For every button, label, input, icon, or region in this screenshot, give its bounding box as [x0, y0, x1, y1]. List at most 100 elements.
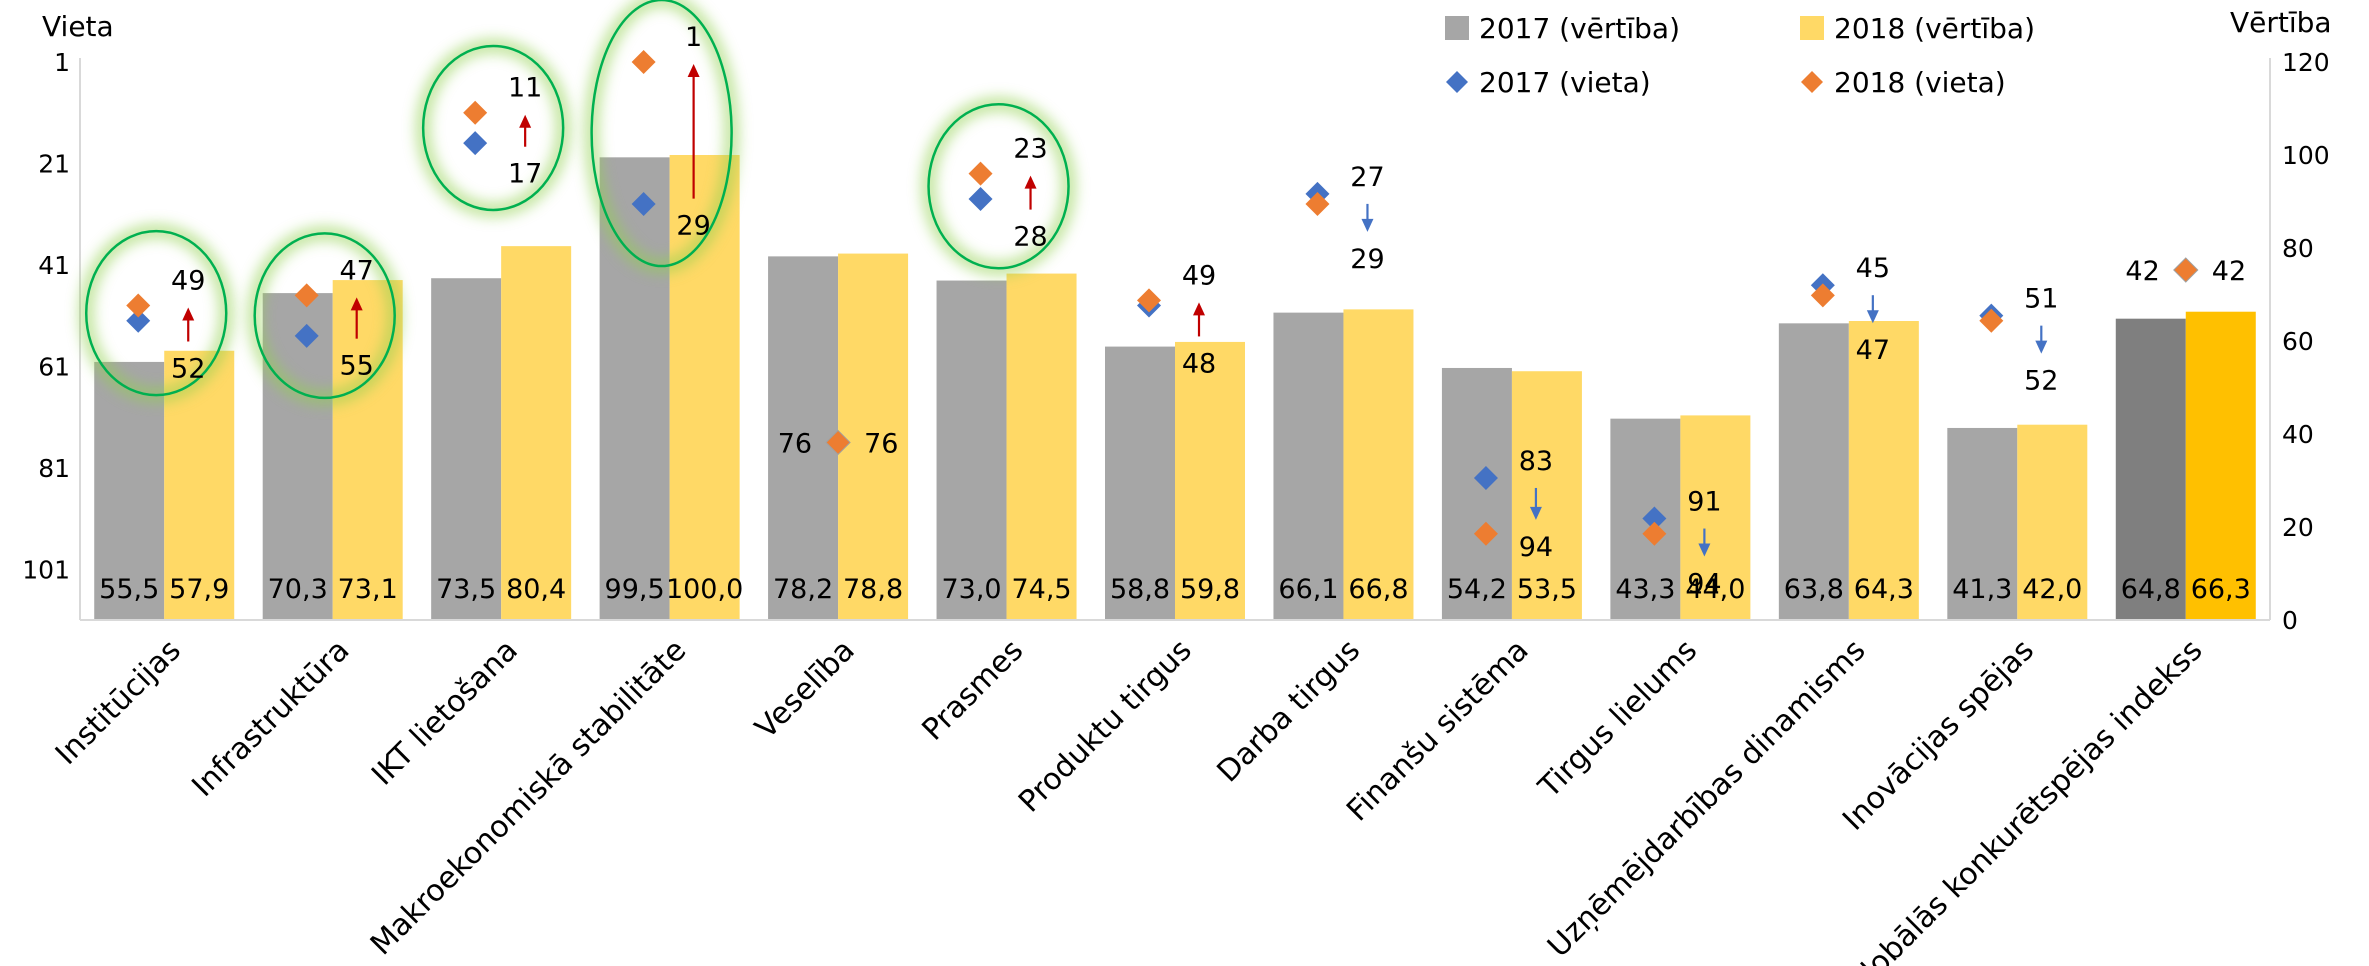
- rank-marker-2017-8: [1473, 465, 1498, 490]
- bar-2018-5: [1006, 273, 1077, 620]
- bar-value-label: 66,3: [2191, 574, 2251, 605]
- left-tick-label: 21: [38, 149, 70, 178]
- rank-label-top: 51: [2024, 284, 2058, 315]
- rank-label-top: 27: [1350, 162, 1384, 193]
- legend-marker: [1801, 71, 1823, 93]
- rank-marker-2017-3: [631, 192, 656, 217]
- right-tick-label: 60: [2282, 327, 2314, 356]
- bar-value-label: 80,4: [506, 574, 566, 605]
- bar-value-label: 73,1: [338, 574, 398, 605]
- rank-marker-2018-5: [968, 161, 993, 186]
- bar-2018-6: [1175, 341, 1245, 620]
- highlight-ellipse-1: [253, 232, 396, 400]
- bar-2017-12: [2115, 318, 2186, 620]
- rank-label-top: 47: [340, 255, 374, 286]
- rank-marker-2018-7: [1305, 192, 1330, 217]
- legend-label: 2018 (vieta): [1834, 66, 2006, 99]
- category-label: Prasmes: [915, 633, 1030, 748]
- left-tick-label: 81: [38, 454, 70, 483]
- legend-label: 2018 (vērtība): [1834, 12, 2035, 45]
- rank-label-2017: 42: [2125, 256, 2159, 287]
- highlight-ellipse-3: [590, 0, 733, 268]
- bar-2017-1: [262, 293, 333, 620]
- category-label: Produktu tirgus: [1012, 633, 1199, 820]
- bar-2017-7: [1273, 312, 1344, 620]
- bar-value-label: 73,0: [941, 574, 1001, 605]
- rank-marker-2018-11: [1979, 308, 2004, 333]
- right-tick-label: 20: [2282, 513, 2314, 542]
- rank-marker-2018-9: [1642, 521, 1667, 546]
- category-label: Finanšu sistēma: [1340, 633, 1535, 828]
- rank-label-2018: 76: [864, 428, 898, 459]
- bar-2018-9: [1680, 415, 1751, 620]
- legend-swatch: [1800, 16, 1824, 40]
- bar-value-label: 59,8: [1180, 574, 1240, 605]
- rank-label-top: 49: [171, 265, 205, 296]
- rank-marker-2017-5: [968, 186, 993, 211]
- rank-change-arrowhead-9: [1698, 543, 1711, 557]
- rank-label-bottom: 17: [508, 159, 542, 190]
- category-label: Veselība: [749, 633, 862, 746]
- right-axis-title: Vērtība: [2230, 6, 2332, 39]
- bar-value-label: 42,0: [2022, 574, 2082, 605]
- legend-swatch: [1445, 16, 1469, 40]
- rank-marker-2018-6: [1137, 288, 1161, 313]
- bar-value-label: 66,8: [1348, 574, 1408, 605]
- rank-marker-2017-1: [294, 323, 319, 348]
- rank-label-bottom: 29: [1350, 244, 1384, 275]
- legend-label: 2017 (vērtība): [1479, 12, 1680, 45]
- bar-2018-4: [838, 253, 909, 620]
- rank-marker-2017-9: [1642, 506, 1667, 531]
- bar-value-label: 63,8: [1784, 574, 1844, 605]
- bar-value-label: 57,9: [169, 574, 229, 605]
- bar-value-label: 70,3: [268, 574, 328, 605]
- rank-label-bottom: 48: [1182, 348, 1216, 379]
- bar-2017-5: [936, 280, 1007, 620]
- bars-layer: [94, 155, 2256, 620]
- category-label: Makroekonomiskā stabilitāte: [364, 633, 693, 962]
- bar-2017-10: [1778, 323, 1849, 620]
- left-axis-title: Vieta: [42, 10, 114, 43]
- rank-label-bottom: 29: [676, 211, 710, 242]
- left-tick-label: 61: [38, 352, 70, 381]
- bar-2018-11: [2017, 424, 2088, 620]
- rank-marker-2018-0: [126, 293, 151, 318]
- bar-value-label: 64,3: [1854, 574, 1914, 605]
- bar-value-label: 100,0: [666, 574, 743, 605]
- bar-value-label: 74,5: [1011, 574, 1071, 605]
- rank-label-top: 11: [508, 73, 542, 104]
- bar-2018-7: [1343, 309, 1414, 620]
- category-label: Infrastruktūra: [185, 633, 356, 804]
- rank-label-bottom: 94: [1687, 569, 1721, 600]
- highlight-ellipse-2: [421, 44, 565, 212]
- bar-value-label: 41,3: [1952, 574, 2012, 605]
- rank-change-arrowhead-1: [350, 297, 363, 311]
- rank-label-bottom: 55: [340, 351, 374, 382]
- rank-label-2017: 76: [778, 428, 812, 459]
- rank-label-top: 1: [685, 22, 702, 53]
- rank-label-top: 49: [1182, 260, 1216, 291]
- bar-value-label: 99,5: [605, 574, 665, 605]
- bar-2017-11: [1947, 427, 2018, 620]
- bar-value-label: 78,8: [843, 574, 903, 605]
- bar-2017-8: [1441, 367, 1512, 620]
- rank-label-top: 45: [1856, 253, 1890, 284]
- legend-marker: [1446, 71, 1468, 93]
- bar-2017-2: [431, 278, 502, 620]
- rank-change-arrowhead-7: [1361, 218, 1374, 232]
- right-tick-label: 40: [2282, 420, 2314, 449]
- category-label: Institūcijas: [49, 633, 188, 772]
- rank-label-top: 91: [1687, 487, 1721, 518]
- left-tick-label: 101: [22, 555, 70, 584]
- legend: 2017 (vērtība) 2018 (vērtība) 2017 (vieta)…: [1445, 12, 2035, 99]
- rank-marker-2018-2: [463, 100, 488, 125]
- category-label: Tirgus lielums: [1531, 633, 1704, 806]
- bar-value-label: 54,2: [1447, 574, 1507, 605]
- rank-marker-2018-4: [825, 429, 851, 456]
- rank-marker-2018-12: [2173, 257, 2199, 283]
- left-tick-label: 1: [54, 48, 70, 77]
- highlight-ellipse-5: [927, 103, 1070, 270]
- rank-change-arrowhead-10: [1866, 310, 1879, 324]
- bar-2018-12: [2185, 311, 2256, 620]
- rank-label-bottom: 47: [1856, 335, 1890, 366]
